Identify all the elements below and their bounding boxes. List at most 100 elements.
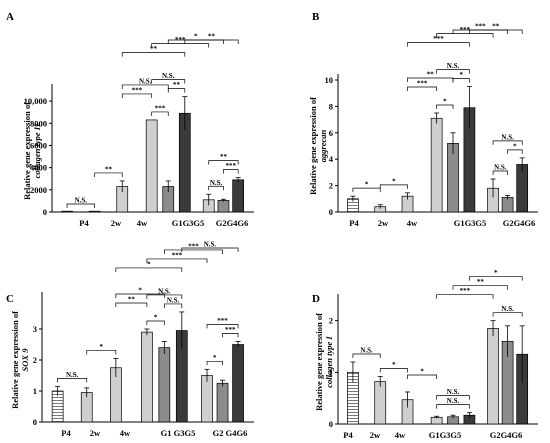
significance-label: ***	[217, 317, 228, 325]
y-tick-label: 4	[329, 154, 334, 164]
x-tick-label: 2w	[90, 428, 101, 438]
significance-bracket	[181, 247, 239, 252]
significance-bracket	[492, 140, 523, 145]
x-tick-label: 2w	[378, 218, 389, 228]
significance-bracket	[115, 293, 165, 298]
y-tick-label: 1	[33, 386, 37, 396]
y-axis-label: Relative gene expression of	[314, 313, 324, 411]
x-tick-label: G2G4G6	[490, 430, 523, 440]
significance-bracket	[184, 39, 239, 44]
y-axis-label-gene: collagen type I	[324, 336, 334, 388]
significance-label: N.S.	[75, 196, 88, 204]
x-tick-label: P4	[343, 430, 353, 440]
significance-bracket	[208, 185, 224, 191]
bar-G2	[201, 375, 213, 423]
x-tick-label: G2G4G6	[216, 218, 249, 228]
significance-label: N.S.	[501, 305, 514, 313]
significance-label: **	[220, 153, 228, 161]
x-tick-label: G2G4G6	[503, 218, 536, 228]
bar-G4	[216, 382, 229, 423]
panel-label: D	[312, 293, 320, 305]
significance-label: **	[427, 71, 435, 79]
bar-G3	[158, 347, 171, 423]
significance-bracket	[436, 33, 494, 38]
significance-label: *	[392, 361, 396, 369]
significance-bracket	[146, 320, 165, 325]
significance-bracket	[492, 312, 523, 317]
panel-label: A	[6, 11, 14, 23]
bar-2w	[88, 210, 101, 213]
y-axis-label: Relative gene expression of	[22, 102, 32, 200]
significance-label: N.S.	[139, 77, 152, 85]
significance-bracket	[507, 149, 523, 154]
significance-bracket	[436, 294, 494, 299]
significance-bracket	[146, 258, 208, 263]
panel-label: C	[6, 293, 14, 305]
significance-bracket	[469, 29, 523, 34]
bar-2w	[374, 381, 387, 425]
significance-bracket	[206, 360, 223, 366]
y-tick-label: 2000	[30, 185, 47, 195]
significance-bracket	[66, 203, 95, 208]
y-tick-label: 10,000	[24, 96, 47, 106]
significance-label: ***	[460, 287, 471, 295]
y-tick-label: 0	[43, 207, 47, 217]
significance-bracket	[469, 276, 523, 281]
y-axis-label-gene: collagen type II	[32, 123, 42, 178]
significance-label: N.S.	[447, 62, 460, 70]
significance-label: ***	[433, 35, 444, 43]
significance-label: N.S.	[158, 287, 171, 295]
significance-bracket	[436, 395, 470, 400]
significance-label: *	[147, 260, 151, 268]
bar-G1	[145, 119, 158, 213]
significance-label: ***	[172, 251, 183, 259]
significance-label: *	[443, 98, 447, 106]
significance-bracket	[436, 104, 454, 109]
y-tick-label: 0	[33, 417, 37, 427]
significance-bracket	[208, 160, 239, 165]
significance-bracket	[407, 374, 437, 379]
bar-G1	[141, 331, 153, 423]
panel-label: B	[312, 11, 320, 23]
significance-label: **	[128, 296, 136, 304]
y-axis-label-gene: SOX 9	[20, 348, 30, 372]
significance-bracket	[121, 52, 186, 57]
bar-G6	[232, 179, 245, 213]
significance-bracket	[379, 368, 408, 373]
significance-label: **	[173, 81, 181, 89]
x-tick-label: 4w	[407, 218, 418, 228]
x-tick-label: 4w	[395, 430, 406, 440]
significance-label: *	[213, 354, 217, 362]
x-tick-label: 4w	[120, 428, 131, 438]
significance-bracket	[163, 249, 223, 254]
significance-label: N.S.	[447, 388, 460, 396]
significance-label: **	[150, 45, 158, 53]
x-tick-label: 2w	[111, 218, 122, 228]
significance-label: ***	[188, 242, 199, 250]
significance-bracket	[452, 285, 508, 290]
significance-label: N.S.	[167, 296, 180, 304]
significance-label: N.S.	[494, 164, 507, 172]
significance-bracket	[151, 43, 210, 48]
significance-bracket	[452, 78, 470, 83]
significance-bracket	[121, 93, 153, 98]
significance-label: N.S.	[447, 397, 460, 405]
significance-bracket	[167, 88, 186, 93]
y-axis-label: Relative gene expression of	[308, 97, 318, 195]
significance-label: N.S.	[66, 371, 79, 379]
significance-label: ***	[225, 326, 236, 334]
bar-G6	[516, 164, 529, 213]
x-tick-label: P4	[349, 218, 359, 228]
significance-label: *	[513, 142, 517, 150]
significance-label: *	[392, 177, 396, 185]
significance-label: ***	[155, 104, 166, 112]
significance-bracket	[407, 77, 454, 82]
significance-bracket	[407, 86, 437, 91]
x-tick-label: G1G3G5	[172, 218, 205, 228]
x-tick-label: 2w	[370, 430, 381, 440]
significance-label: N.S.	[210, 179, 223, 187]
y-tick-label: 10	[325, 75, 334, 85]
significance-bracket	[151, 79, 186, 84]
y-axis-label-gene: aggrecan	[318, 129, 328, 162]
